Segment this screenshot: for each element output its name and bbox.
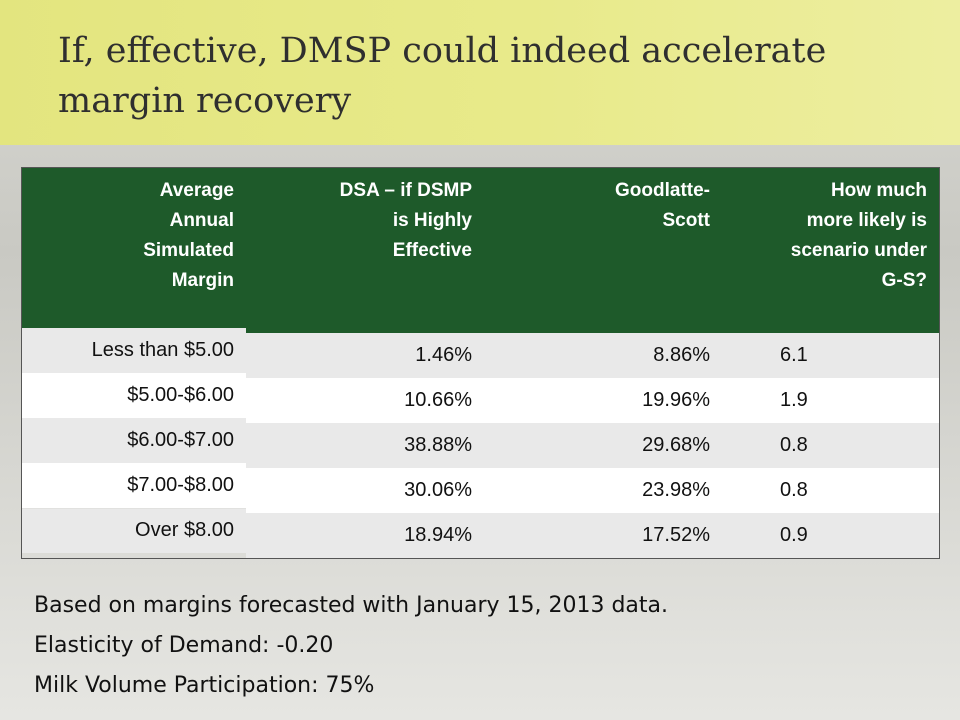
note-line: Based on margins forecasted with January…: [34, 593, 669, 618]
margin-band-cell: Over $8.00: [135, 519, 234, 541]
header-line: Annual: [169, 210, 234, 231]
table-row: $7.00-$8.00 30.06% 23.98% 0.8: [22, 468, 939, 513]
header-line: is Highly: [392, 210, 472, 231]
ratio-cell: 1.9: [780, 389, 808, 411]
header-line: scenario under: [790, 240, 927, 261]
margin-band-cell: $6.00-$7.00: [127, 429, 234, 451]
header-likelihood: How much more likely is scenario under G…: [722, 168, 939, 333]
gs-cell: 23.98%: [642, 479, 710, 501]
header-line: How much: [830, 180, 927, 201]
table-row: Over $8.00 18.94% 17.52% 0.9: [22, 513, 939, 558]
header-margin: Average Annual Simulated Margin: [22, 168, 246, 333]
gs-cell: 19.96%: [642, 389, 710, 411]
dsa-cell: 10.66%: [404, 389, 472, 411]
table-body: Less than $5.00 1.46% 8.86% 6.1 $5.00-$6…: [22, 333, 939, 558]
margin-band-cell: $5.00-$6.00: [127, 384, 234, 406]
header-line: Margin: [171, 270, 234, 291]
header-line: G-S?: [881, 270, 927, 291]
table-row: $6.00-$7.00 38.88% 29.68% 0.8: [22, 423, 939, 468]
header-dsa: DSA – if DSMP is Highly Effective: [246, 168, 484, 333]
notes-block: Based on margins forecasted with January…: [34, 586, 668, 706]
table-header: Average Annual Simulated Margin DSA – if…: [22, 168, 939, 333]
slide-title: If, effective, DMSP could indeed acceler…: [58, 31, 827, 121]
header-line: Average: [159, 180, 234, 201]
note-line: Milk Volume Participation: 75%: [34, 673, 375, 698]
header-line: Simulated: [143, 240, 234, 261]
header-row: Average Annual Simulated Margin DSA – if…: [22, 168, 939, 333]
dsa-cell: 1.46%: [415, 344, 472, 366]
gs-cell: 8.86%: [653, 344, 710, 366]
table-row: Less than $5.00 1.46% 8.86% 6.1: [22, 333, 939, 378]
ratio-cell: 0.8: [780, 434, 808, 456]
gs-cell: 17.52%: [642, 524, 710, 546]
table-row: $5.00-$6.00 10.66% 19.96% 1.9: [22, 378, 939, 423]
ratio-cell: 0.8: [780, 479, 808, 501]
dsa-cell: 38.88%: [404, 434, 472, 456]
dsa-cell: 18.94%: [404, 524, 472, 546]
gs-cell: 29.68%: [642, 434, 710, 456]
dsa-cell: 30.06%: [404, 479, 472, 501]
margin-probability-table: Average Annual Simulated Margin DSA – if…: [22, 168, 939, 558]
margin-band-cell: $7.00-$8.00: [127, 474, 234, 496]
header-line: DSA – if DSMP: [339, 180, 472, 201]
title-band: [0, 0, 960, 145]
ratio-cell: 6.1: [780, 344, 808, 366]
margin-band-cell: Less than $5.00: [91, 339, 234, 361]
header-line: Effective: [392, 240, 472, 261]
note-line: Elasticity of Demand: -0.20: [34, 633, 334, 658]
header-line: Goodlatte-: [615, 180, 710, 201]
ratio-cell: 0.9: [780, 524, 808, 546]
header-goodlatte-scott: Goodlatte- Scott: [484, 168, 722, 333]
header-line: more likely is: [806, 210, 927, 231]
header-line: Scott: [662, 210, 711, 231]
